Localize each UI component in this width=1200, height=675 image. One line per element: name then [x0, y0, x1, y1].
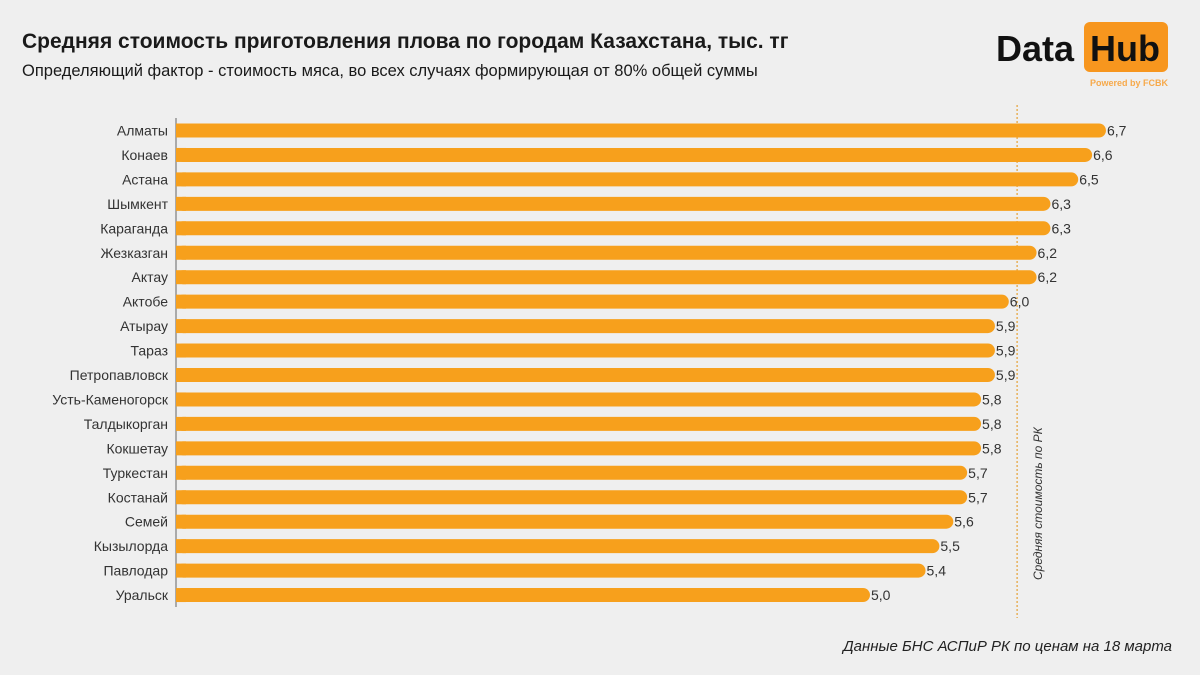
category-label: Конаев [121, 147, 168, 163]
category-label: Шымкент [107, 196, 168, 212]
bar-base [176, 294, 186, 309]
value-label: 6,3 [1051, 220, 1071, 236]
bar [176, 465, 968, 480]
category-label: Жезказган [101, 245, 168, 261]
bar [176, 123, 1106, 138]
value-label: 5,6 [954, 514, 974, 530]
category-label: Семей [125, 514, 168, 530]
bar-base [176, 465, 186, 480]
value-label: 5,8 [982, 391, 1002, 407]
bar-base [176, 147, 186, 162]
value-label: 5,5 [940, 538, 960, 554]
bar [176, 563, 926, 578]
bar-base [176, 368, 186, 382]
value-label: 5,9 [996, 343, 1016, 359]
value-label: 5,9 [996, 367, 1016, 383]
datahub-logo: Data Hub Powered by FCBK [996, 22, 1176, 92]
category-label: Актау [131, 269, 168, 285]
bar-base [176, 563, 186, 578]
reference-label: Средняя стоимость по РК [1031, 426, 1045, 580]
category-label: Туркестан [103, 465, 168, 481]
category-label: Тараз [130, 343, 168, 359]
value-label: 6,3 [1051, 196, 1071, 212]
category-label: Алматы [117, 123, 168, 139]
bar [176, 245, 1037, 260]
bar [176, 294, 1009, 309]
bar-base [176, 441, 186, 456]
bar [176, 588, 870, 603]
bar-base [176, 539, 186, 554]
logo-data-text: Data [996, 28, 1075, 69]
bar-base [176, 416, 186, 431]
category-label: Кокшетау [106, 440, 168, 456]
value-label: 5,7 [968, 465, 988, 481]
logo-box [1084, 22, 1168, 72]
category-label: Уральск [116, 587, 169, 603]
bar-base [176, 196, 186, 211]
category-label: Караганда [100, 220, 168, 236]
value-label: 6,7 [1107, 123, 1127, 139]
logo-hub-text: Hub [1090, 28, 1160, 69]
value-label: 6,2 [1038, 269, 1058, 285]
bar-base [176, 123, 186, 138]
value-label: 6,5 [1079, 171, 1099, 187]
value-label: 5,4 [927, 563, 947, 579]
bar [176, 270, 1037, 285]
value-label: 5,8 [982, 440, 1002, 456]
bar [176, 343, 995, 358]
value-label: 5,8 [982, 416, 1002, 432]
bar-base [176, 221, 186, 236]
bar [176, 221, 1051, 236]
bar-base [176, 172, 186, 187]
value-label: 5,7 [968, 489, 988, 505]
category-label: Кызылорда [94, 538, 168, 554]
bar [176, 441, 982, 456]
source-note: Данные БНС АСПиР РК по ценам на 18 марта [843, 638, 1172, 655]
chart-subtitle: Определяющий фактор - стоимость мяса, во… [22, 62, 758, 80]
bar [176, 392, 982, 407]
logo-powered-text: Powered by FCBK [1090, 78, 1169, 88]
category-label: Костанай [108, 489, 168, 505]
category-label: Талдыкорган [84, 416, 168, 432]
category-label: Астана [122, 171, 168, 187]
bar [176, 172, 1079, 187]
chart-title: Средняя стоимость приготовления плова по… [22, 30, 789, 53]
bar-base [176, 343, 186, 358]
category-label: Актобе [123, 294, 169, 310]
bar [176, 196, 1051, 211]
category-label: Петропавловск [70, 367, 169, 383]
bar [176, 319, 995, 334]
bar [176, 368, 995, 382]
value-label: 5,0 [871, 587, 891, 603]
bar [176, 490, 968, 505]
category-label: Атырау [120, 318, 168, 334]
category-label: Усть-Каменогорск [52, 391, 169, 407]
bar-base [176, 514, 186, 529]
bar-base [176, 588, 186, 603]
value-label: 6,0 [1010, 294, 1030, 310]
bar-base [176, 270, 186, 285]
bar [176, 539, 940, 554]
value-label: 6,6 [1093, 147, 1113, 163]
bar [176, 147, 1093, 162]
bar-base [176, 490, 186, 505]
bar-base [176, 245, 186, 260]
value-label: 5,9 [996, 318, 1016, 334]
category-label: Павлодар [103, 563, 168, 579]
bar [176, 416, 982, 431]
value-label: 6,2 [1038, 245, 1058, 261]
bar-base [176, 319, 186, 334]
bar [176, 514, 954, 529]
bar-base [176, 392, 186, 407]
